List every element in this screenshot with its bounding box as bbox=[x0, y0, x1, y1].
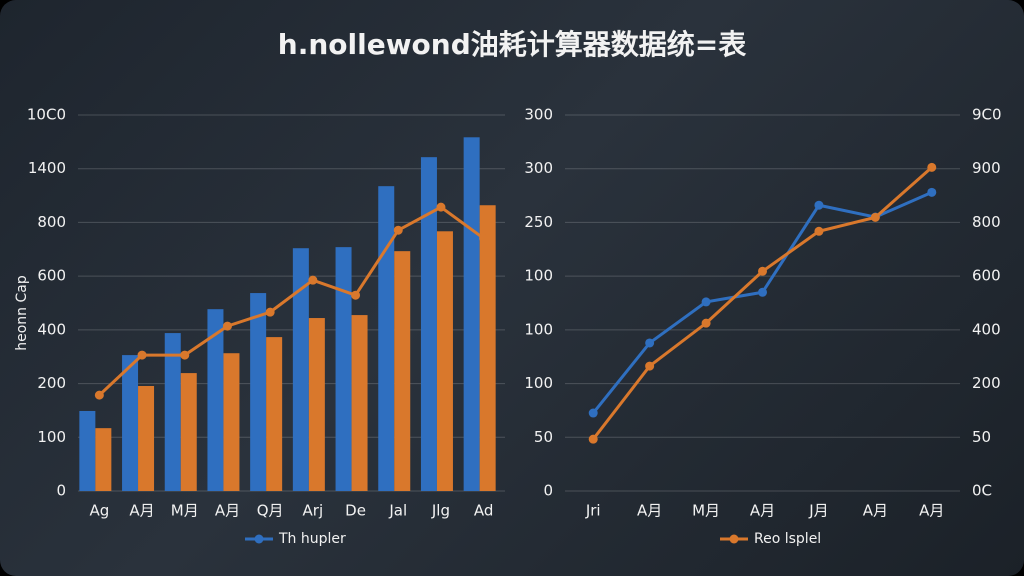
y-tick-label: 200 bbox=[37, 374, 66, 392]
x-tick-label: A月 bbox=[215, 502, 240, 520]
x-tick-label: De bbox=[345, 502, 366, 520]
y-tick-label: 100 bbox=[524, 320, 553, 338]
bar bbox=[463, 137, 480, 491]
y-tick-label: 300 bbox=[524, 159, 553, 177]
point bbox=[436, 202, 446, 212]
point bbox=[645, 338, 655, 348]
bar bbox=[180, 373, 197, 491]
y-tick-label: 0C bbox=[972, 482, 992, 500]
legend-marker bbox=[254, 534, 264, 544]
y-tick-label: 10C0 bbox=[27, 106, 66, 124]
y-tick-label: 100 bbox=[524, 267, 553, 285]
bar bbox=[95, 428, 112, 491]
y-tick-label: 50 bbox=[534, 428, 553, 446]
x-tick-label: Ad bbox=[474, 502, 494, 520]
y-tick-label: 0 bbox=[543, 482, 553, 500]
bar bbox=[122, 355, 139, 491]
point bbox=[588, 434, 598, 444]
y-tick-label: 1400 bbox=[28, 159, 66, 177]
y-tick-label: 250 bbox=[524, 213, 553, 231]
point bbox=[308, 275, 318, 285]
x-tick-label: A月 bbox=[129, 502, 154, 520]
point bbox=[870, 212, 880, 222]
bar bbox=[394, 251, 411, 491]
point bbox=[222, 321, 232, 331]
bar bbox=[250, 293, 267, 491]
x-tick-label: Arj bbox=[303, 502, 324, 520]
point bbox=[94, 390, 104, 400]
line bbox=[592, 190, 933, 414]
point bbox=[645, 361, 655, 371]
point bbox=[814, 200, 824, 210]
point bbox=[393, 225, 403, 235]
y-tick-label: 600 bbox=[37, 267, 66, 285]
x-tick-label: Jlg bbox=[431, 502, 450, 520]
point bbox=[351, 290, 361, 300]
point bbox=[814, 226, 824, 236]
line bbox=[592, 166, 933, 441]
bar bbox=[308, 318, 325, 491]
bar bbox=[223, 353, 240, 491]
y-tick-label: 0 bbox=[56, 482, 66, 500]
bar bbox=[479, 205, 496, 492]
point bbox=[265, 307, 275, 317]
y-tick-label: 9C0 bbox=[972, 106, 1002, 124]
x-tick-label: Jri bbox=[585, 502, 601, 520]
bar bbox=[138, 385, 155, 491]
point bbox=[927, 162, 937, 172]
x-tick-label: Jal bbox=[388, 502, 407, 520]
bar bbox=[436, 231, 453, 491]
point bbox=[180, 350, 190, 360]
bar bbox=[351, 315, 368, 491]
point bbox=[758, 287, 767, 297]
bar bbox=[79, 410, 96, 491]
line bbox=[98, 205, 485, 397]
legend-label: Th hupler bbox=[278, 531, 346, 547]
point bbox=[701, 297, 711, 307]
x-tick-label: M月 bbox=[171, 502, 199, 520]
bar bbox=[164, 333, 181, 491]
point bbox=[927, 187, 937, 197]
y-tick-label: 400 bbox=[972, 320, 1001, 338]
y-tick-label: 800 bbox=[37, 213, 66, 231]
y-tick-label: 600 bbox=[972, 267, 1001, 285]
title: h.nollewond油耗计算器数据统=表 bbox=[278, 28, 746, 61]
y-tick-label: 800 bbox=[972, 213, 1001, 231]
bar bbox=[292, 248, 309, 491]
bar bbox=[420, 157, 437, 491]
y-tick-label: 200 bbox=[972, 374, 1001, 392]
x-tick-label: A月 bbox=[919, 502, 944, 520]
x-tick-label: A月 bbox=[637, 502, 662, 520]
point bbox=[758, 266, 767, 276]
bar bbox=[207, 309, 224, 491]
point bbox=[137, 350, 147, 360]
legend-label: Reo lsplel bbox=[754, 531, 821, 547]
y-axis-label: heonn Cap bbox=[14, 275, 30, 351]
x-tick-label: J月 bbox=[808, 502, 828, 520]
y-tick-label: 300 bbox=[524, 106, 553, 124]
point bbox=[588, 408, 598, 418]
point bbox=[479, 233, 489, 243]
bar bbox=[335, 247, 352, 491]
point bbox=[701, 318, 711, 328]
x-tick-label: Ag bbox=[89, 502, 109, 520]
x-tick-label: A月 bbox=[863, 502, 888, 520]
y-tick-label: 100 bbox=[524, 374, 553, 392]
bar bbox=[266, 337, 283, 491]
y-tick-label: 400 bbox=[37, 320, 66, 338]
x-tick-label: A月 bbox=[750, 502, 775, 520]
x-tick-label: Q月 bbox=[257, 502, 284, 520]
bar bbox=[378, 186, 395, 491]
y-tick-label: 100 bbox=[37, 428, 66, 446]
legend-marker bbox=[729, 534, 739, 544]
x-tick-label: M月 bbox=[692, 502, 720, 520]
y-tick-label: 50 bbox=[972, 428, 991, 446]
y-tick-label: 900 bbox=[972, 159, 1001, 177]
